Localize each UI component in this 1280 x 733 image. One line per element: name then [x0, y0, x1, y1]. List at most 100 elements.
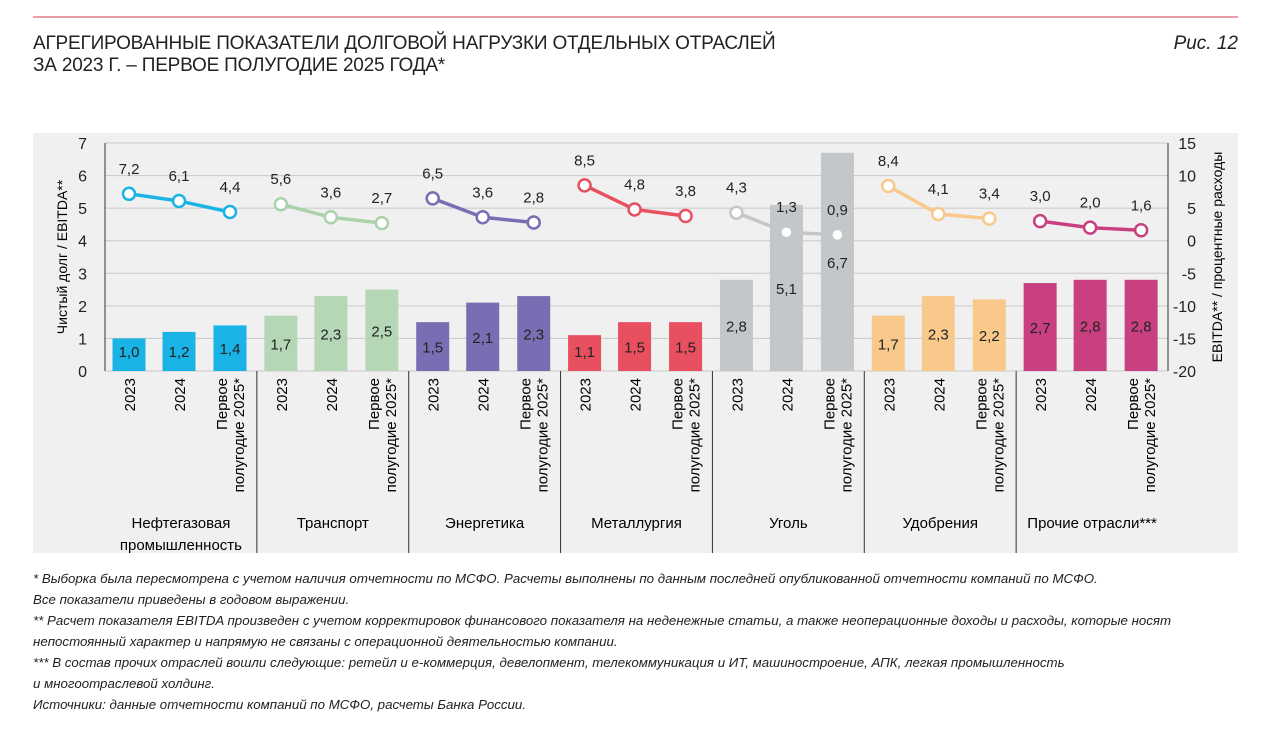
- line-value-label: 4,4: [220, 179, 241, 196]
- line-point: [323, 210, 339, 225]
- bar: [517, 296, 551, 371]
- line-point: [171, 193, 187, 209]
- bar: [1023, 283, 1057, 371]
- footnote: ** Расчет показателя EBITDA произведен с…: [33, 613, 1172, 628]
- x-tick-label: 2024: [172, 378, 189, 411]
- x-tick-label: 2024: [1083, 378, 1100, 411]
- bar: [618, 322, 652, 371]
- top-rule: [33, 16, 1238, 18]
- y-tick-label: 3: [78, 266, 87, 283]
- bar-value-label: 1,1: [574, 344, 595, 361]
- line-value-label: 2,0: [1080, 195, 1101, 212]
- bar-value-label: 1,0: [119, 344, 140, 361]
- bar-value-label: 2,5: [371, 323, 392, 340]
- category-label: Уголь: [769, 515, 808, 532]
- bar: [213, 325, 247, 371]
- bar-value-label: 1,4: [220, 341, 241, 358]
- y-tick-label: 1: [78, 331, 87, 348]
- title-line-1: АГРЕГИРОВАННЫЕ ПОКАЗАТЕЛИ ДОЛГОВОЙ НАГРУ…: [33, 33, 776, 54]
- line-point: [627, 202, 642, 217]
- footnote: Все показатели приведены в годовом выраж…: [33, 592, 350, 607]
- line-value-label: 0,9: [827, 202, 848, 219]
- category-label: Нефтегазовая: [131, 515, 230, 532]
- bar-value-label: 1,2: [169, 344, 190, 361]
- x-tick-label: полугодие 2025*: [231, 378, 248, 493]
- line-value-label: 3,6: [472, 184, 493, 201]
- line-point: [931, 206, 946, 222]
- bar-value-label: 2,7: [1030, 320, 1051, 337]
- y-tick-label: 4: [78, 234, 87, 251]
- line-point: [729, 205, 744, 220]
- bar: [719, 279, 753, 371]
- line-point: [881, 178, 896, 194]
- bar: [112, 338, 146, 371]
- line-point: [222, 204, 238, 220]
- bar-value-label: 5,1: [776, 281, 797, 298]
- y-axis-label: Чистый долг / EBITDA**: [54, 179, 70, 334]
- x-tick-label: 2024: [324, 378, 341, 411]
- y2-tick-label: -15: [1173, 331, 1196, 348]
- x-tick-label: полугодие 2025*: [383, 378, 400, 493]
- bar: [162, 331, 196, 371]
- bar: [466, 302, 500, 371]
- y2-tick-label: -20: [1173, 364, 1196, 381]
- chart-title: АГРЕГИРОВАННЫЕ ПОКАЗАТЕЛИ ДОЛГОВОЙ НАГРУ…: [33, 33, 776, 77]
- bar-value-label: 2,1: [472, 330, 493, 347]
- y2-tick-label: 5: [1187, 201, 1196, 218]
- footnote: * Выборка была пересмотрена с учетом нал…: [33, 571, 1098, 586]
- x-tick-label: полугодие 2025*: [535, 378, 552, 493]
- bar: [1124, 279, 1158, 371]
- line-point: [830, 227, 845, 243]
- y-tick-label: 7: [78, 136, 87, 153]
- line-point: [425, 191, 440, 206]
- bar-value-label: 2,3: [320, 327, 341, 344]
- x-tick-label: полугодие 2025*: [687, 378, 704, 493]
- bar: [669, 322, 703, 371]
- category-label: Удобрения: [902, 515, 978, 532]
- x-tick-label: Первое: [518, 378, 535, 430]
- line-point: [1032, 213, 1048, 229]
- figure-number: Рис. 12: [1173, 33, 1238, 54]
- x-tick-label: 2023: [729, 378, 746, 411]
- line-point: [273, 196, 289, 212]
- bar: [871, 315, 905, 371]
- y-tick-label: 0: [78, 364, 87, 381]
- x-tick-label: 2024: [931, 378, 948, 411]
- bar-value-label: 2,8: [1080, 318, 1101, 335]
- category-label: Энергетика: [445, 515, 525, 532]
- x-tick-label: Первое: [1125, 378, 1142, 430]
- x-tick-label: Первое: [821, 378, 838, 430]
- x-tick-label: Первое: [973, 378, 990, 430]
- y2-tick-label: -10: [1173, 299, 1196, 316]
- line-value-label: 2,7: [371, 190, 392, 207]
- line-point: [1133, 223, 1149, 238]
- category-label: Прочие отрасли***: [1027, 515, 1157, 532]
- line-value-label: 7,2: [119, 161, 140, 178]
- x-tick-label: полугодие 2025*: [1142, 378, 1159, 493]
- bar-value-label: 1,7: [270, 336, 291, 353]
- line-point: [678, 208, 693, 224]
- line-value-label: 4,3: [726, 180, 747, 197]
- footnote: и многоотраслевой холдинг.: [33, 676, 215, 691]
- bar: [365, 289, 399, 371]
- bar-value-label: 1,7: [878, 336, 899, 353]
- footnote: *** В состав прочих отраслей вошли следу…: [33, 655, 1065, 670]
- y-tick-label: 5: [78, 201, 87, 218]
- bar-value-label: 2,3: [928, 327, 949, 344]
- x-tick-label: 2023: [578, 378, 595, 411]
- category-label: Металлургия: [591, 515, 682, 532]
- bar: [264, 315, 298, 371]
- bar: [972, 299, 1006, 371]
- y2-tick-label: 10: [1178, 169, 1196, 186]
- line-value-label: 3,0: [1030, 188, 1051, 205]
- line-value-label: 8,4: [878, 153, 899, 170]
- bar: [416, 322, 450, 371]
- line-value-label: 4,1: [928, 181, 949, 198]
- line-value-label: 6,5: [422, 165, 443, 182]
- line-value-label: 5,6: [270, 171, 291, 188]
- line-point: [577, 178, 592, 193]
- line-value-label: 2,8: [523, 189, 544, 206]
- category-label: Транспорт: [297, 515, 369, 532]
- bar-value-label: 1,5: [422, 340, 443, 357]
